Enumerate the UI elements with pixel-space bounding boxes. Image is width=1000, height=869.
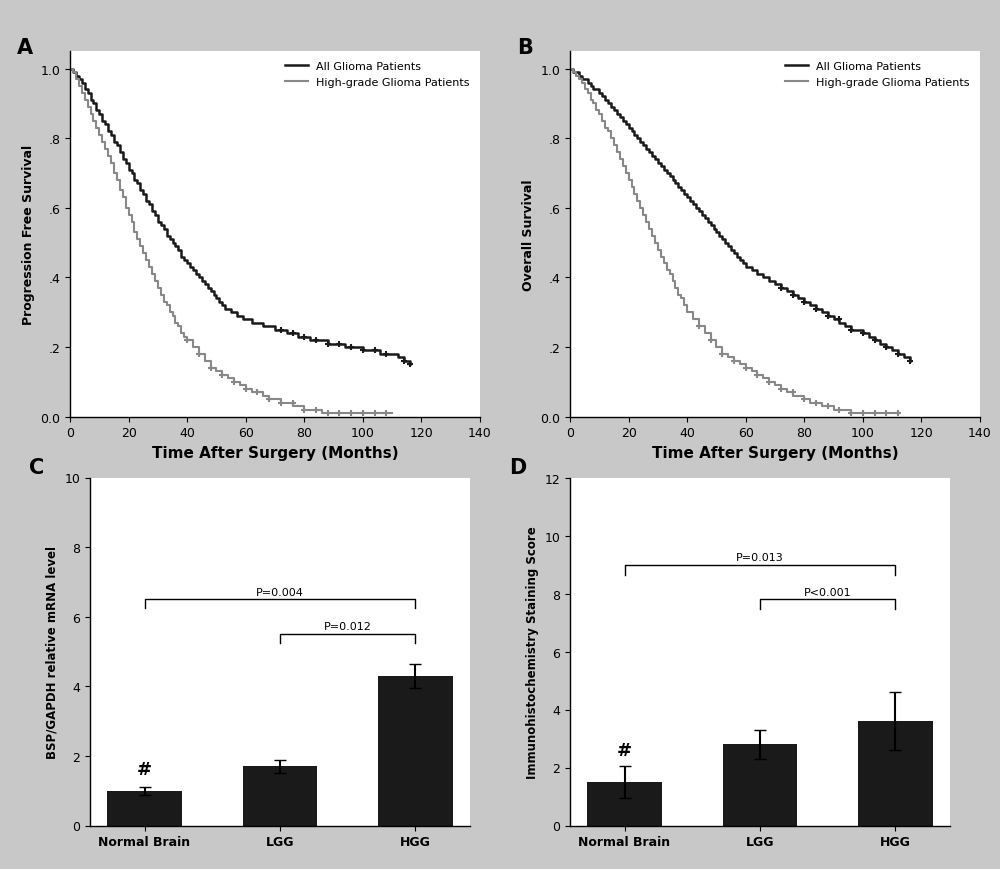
Text: A: A xyxy=(17,37,33,57)
X-axis label: Time After Surgery (Months): Time After Surgery (Months) xyxy=(152,446,398,461)
Line: All Glioma Patients: All Glioma Patients xyxy=(70,70,410,365)
All Glioma Patients xyxy=(564,64,576,75)
High-grade Glioma Patients xyxy=(564,64,576,75)
Bar xyxy=(243,766,317,826)
High-grade Glioma Patients xyxy=(655,252,667,262)
All Glioma Patients xyxy=(590,85,602,96)
All Glioma Patients xyxy=(617,116,629,127)
Y-axis label: Overall Survival: Overall Survival xyxy=(522,179,535,290)
All Glioma Patients xyxy=(404,360,416,370)
Legend: All Glioma Patients, High-grade Glioma Patients: All Glioma Patients, High-grade Glioma P… xyxy=(281,57,474,92)
Text: P=0.012: P=0.012 xyxy=(324,621,372,632)
High-grade Glioma Patients xyxy=(64,64,76,75)
High-grade Glioma Patients xyxy=(228,377,240,388)
Text: C: C xyxy=(29,457,44,477)
All Glioma Patients xyxy=(664,172,676,182)
All Glioma Patients xyxy=(196,276,208,287)
High-grade Glioma Patients xyxy=(608,141,620,151)
High-grade Glioma Patients xyxy=(637,210,649,221)
Text: B: B xyxy=(517,37,533,57)
High-grade Glioma Patients xyxy=(892,408,904,419)
Bar xyxy=(107,791,182,826)
Text: P<0.001: P<0.001 xyxy=(804,587,852,597)
High-grade Glioma Patients xyxy=(693,322,705,332)
High-grade Glioma Patients xyxy=(178,332,190,342)
All Glioma Patients xyxy=(696,210,708,221)
Y-axis label: Immunohistochemistry Staining Score: Immunohistochemistry Staining Score xyxy=(526,526,539,778)
High-grade Glioma Patients xyxy=(240,384,252,395)
All Glioma Patients xyxy=(904,356,916,367)
All Glioma Patients xyxy=(64,64,76,75)
X-axis label: Time After Surgery (Months): Time After Surgery (Months) xyxy=(652,446,898,461)
Legend: All Glioma Patients, High-grade Glioma Patients: All Glioma Patients, High-grade Glioma P… xyxy=(781,57,974,92)
Text: #: # xyxy=(137,760,152,778)
All Glioma Patients xyxy=(845,325,857,335)
Bar xyxy=(858,721,933,826)
Line: High-grade Glioma Patients: High-grade Glioma Patients xyxy=(570,70,898,414)
Text: P=0.013: P=0.013 xyxy=(736,553,784,562)
All Glioma Patients xyxy=(596,92,608,103)
Bar xyxy=(378,676,453,826)
All Glioma Patients xyxy=(117,155,129,165)
High-grade Glioma Patients xyxy=(298,405,310,415)
All Glioma Patients xyxy=(90,106,102,116)
Text: #: # xyxy=(617,741,632,759)
Y-axis label: BSP/GAPDH relative mRNA level: BSP/GAPDH relative mRNA level xyxy=(46,546,59,758)
All Glioma Patients xyxy=(345,342,357,353)
All Glioma Patients xyxy=(96,116,108,127)
Text: D: D xyxy=(509,457,526,477)
High-grade Glioma Patients xyxy=(316,408,328,419)
All Glioma Patients xyxy=(164,235,176,245)
Line: High-grade Glioma Patients: High-grade Glioma Patients xyxy=(70,70,392,414)
High-grade Glioma Patients xyxy=(661,266,673,276)
Bar xyxy=(723,745,797,826)
Y-axis label: Progression Free Survival: Progression Free Survival xyxy=(22,144,35,325)
High-grade Glioma Patients xyxy=(84,109,96,120)
High-grade Glioma Patients xyxy=(386,408,398,419)
Text: P=0.004: P=0.004 xyxy=(256,587,304,597)
Line: All Glioma Patients: All Glioma Patients xyxy=(570,70,910,362)
Bar xyxy=(587,782,662,826)
High-grade Glioma Patients xyxy=(640,217,652,228)
High-grade Glioma Patients xyxy=(845,408,857,419)
High-grade Glioma Patients xyxy=(140,255,152,266)
